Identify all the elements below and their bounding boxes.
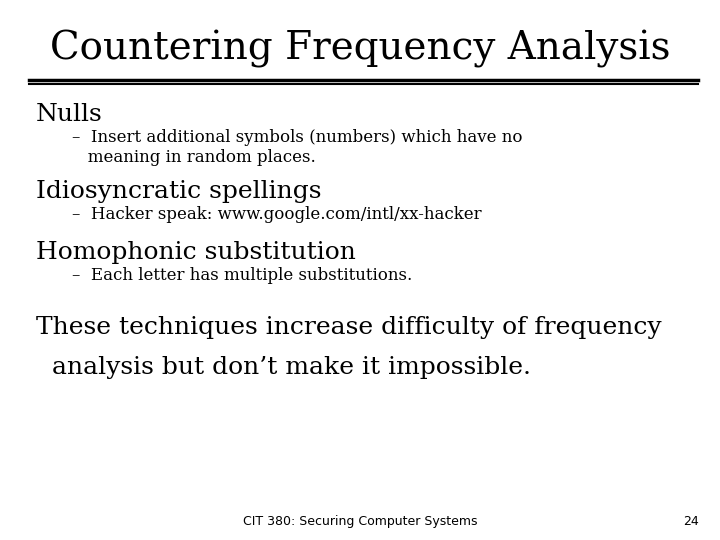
- Text: Nulls: Nulls: [36, 103, 103, 126]
- Text: analysis but don’t make it impossible.: analysis but don’t make it impossible.: [36, 356, 531, 380]
- Text: These techniques increase difficulty of frequency: These techniques increase difficulty of …: [36, 316, 662, 339]
- Text: 24: 24: [683, 515, 698, 528]
- Text: CIT 380: Securing Computer Systems: CIT 380: Securing Computer Systems: [243, 515, 477, 528]
- Text: meaning in random places.: meaning in random places.: [72, 149, 316, 166]
- Text: –  Insert additional symbols (numbers) which have no: – Insert additional symbols (numbers) wh…: [72, 129, 523, 145]
- Text: Idiosyncratic spellings: Idiosyncratic spellings: [36, 180, 322, 204]
- Text: Homophonic substitution: Homophonic substitution: [36, 241, 356, 265]
- Text: –  Hacker speak: www.google.com/intl/xx-hacker: – Hacker speak: www.google.com/intl/xx-h…: [72, 206, 482, 223]
- Text: –  Each letter has multiple substitutions.: – Each letter has multiple substitutions…: [72, 267, 413, 284]
- Text: Countering Frequency Analysis: Countering Frequency Analysis: [50, 30, 670, 68]
